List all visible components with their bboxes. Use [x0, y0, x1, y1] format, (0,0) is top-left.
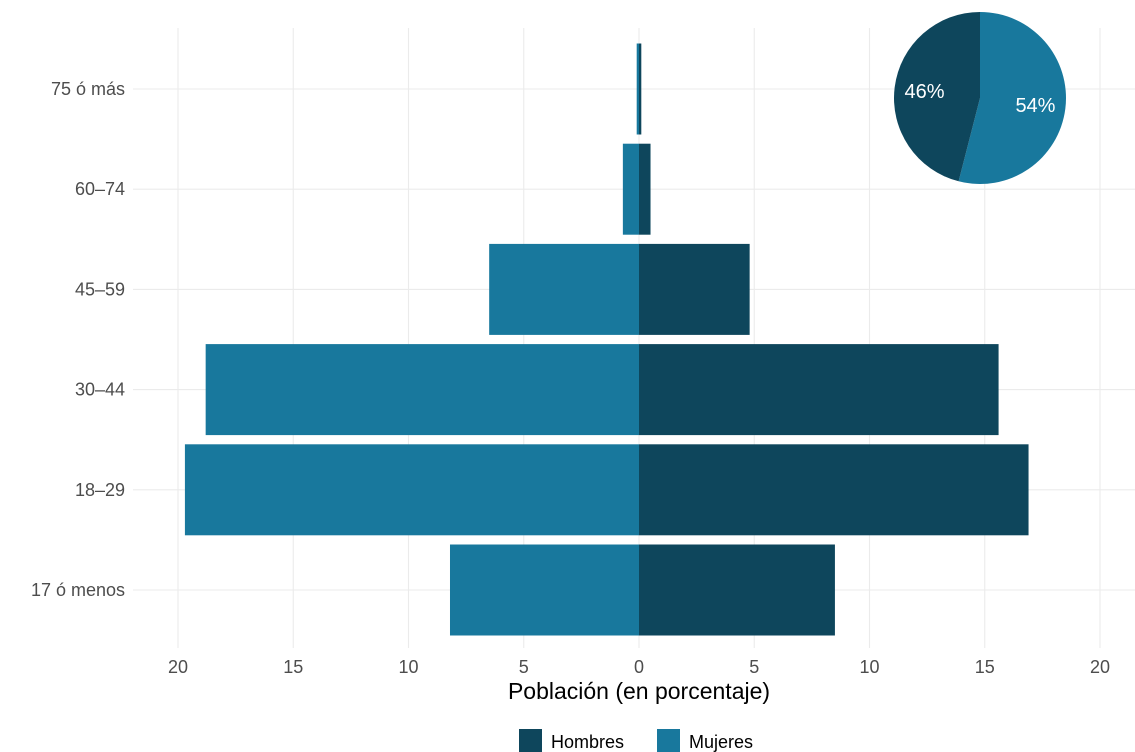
pie-slice-label: 46%	[905, 81, 945, 103]
bar-mujeres	[449, 544, 639, 636]
x-tick-label: 15	[975, 657, 995, 677]
bar-mujeres	[622, 143, 639, 235]
y-tick-label: 45–59	[75, 279, 125, 299]
y-tick-label: 30–44	[75, 380, 125, 400]
pie-slice-mujeres	[958, 12, 1067, 184]
bar-mujeres	[636, 43, 639, 135]
y-tick-label: 17 ó menos	[31, 580, 125, 600]
x-tick-label: 20	[1090, 657, 1110, 677]
x-tick-label: 5	[519, 657, 529, 677]
bar-hombres	[639, 344, 999, 436]
x-axis-tick-labels: 20 15 10 5 0 5 10 15 20	[168, 657, 1110, 677]
pie-chart: 54% 46%	[893, 12, 1067, 184]
x-tick-label: 20	[168, 657, 188, 677]
bar-hombres	[639, 243, 750, 335]
bar-hombres	[639, 444, 1029, 536]
x-axis-title: Población (en porcentaje)	[508, 678, 770, 704]
bar-mujeres	[205, 344, 639, 436]
legend-label: Mujeres	[689, 732, 753, 752]
legend-swatch	[657, 729, 680, 752]
bars	[184, 43, 1029, 636]
pie-slice-hombres	[893, 12, 980, 182]
legend: Hombres Mujeres	[519, 729, 753, 752]
x-tick-label: 10	[859, 657, 879, 677]
x-tick-label: 5	[749, 657, 759, 677]
y-tick-label: 60–74	[75, 179, 125, 199]
pie-slice-label: 54%	[1015, 95, 1055, 117]
bar-hombres	[639, 544, 835, 636]
y-axis-tick-labels: 17 ó menos 18–29 30–44 45–59 60–74 75 ó más	[31, 79, 125, 600]
x-tick-label: 10	[398, 657, 418, 677]
x-tick-label: 0	[634, 657, 644, 677]
y-tick-label: 75 ó más	[51, 79, 125, 99]
bar-mujeres	[184, 444, 640, 536]
legend-label: Hombres	[551, 732, 624, 752]
bar-hombres	[639, 43, 642, 135]
bar-mujeres	[489, 243, 639, 335]
legend-swatch	[519, 729, 542, 752]
y-tick-label: 18–29	[75, 480, 125, 500]
x-tick-label: 15	[283, 657, 303, 677]
bar-hombres	[639, 143, 651, 235]
